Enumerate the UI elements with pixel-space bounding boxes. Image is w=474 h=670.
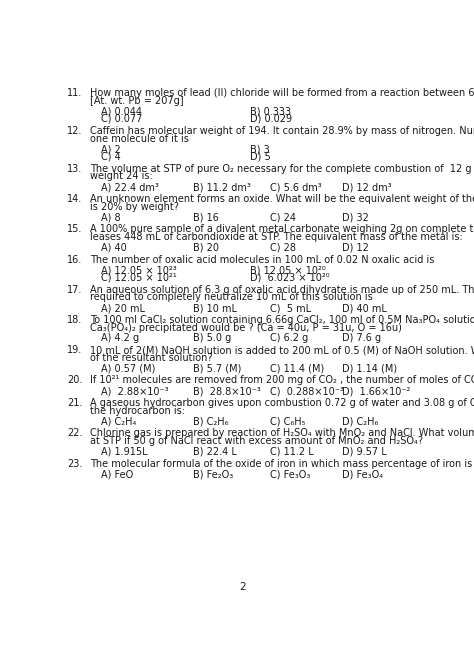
Text: C) Fe₃O₃: C) Fe₃O₃ [271,469,311,479]
Text: weight 24 is:: weight 24 is: [91,172,153,182]
Text: C) C₆H₅: C) C₆H₅ [271,416,306,426]
Text: A) 0.044: A) 0.044 [101,106,143,116]
Text: B) 11.2 dm³: B) 11.2 dm³ [193,182,251,192]
Text: B) Fe₂O₃: B) Fe₂O₃ [193,469,234,479]
Text: D) Fe₃O₄: D) Fe₃O₄ [342,469,383,479]
Text: B) 16: B) 16 [193,212,219,222]
Text: To 100 ml CaCl₂ solution containing 6.66g CaCl₂, 100 ml of 0.5M Na₃PO₄ solution : To 100 ml CaCl₂ solution containing 6.66… [91,315,474,325]
Text: A) 20 mL: A) 20 mL [101,303,146,313]
Text: A) 1.915L: A) 1.915L [101,446,148,456]
Text: Caffein has molecular weight of 194. It contain 28.9% by mass of nitrogen. Numbe: Caffein has molecular weight of 194. It … [91,126,474,136]
Text: [At. wt. Pb = 207g]: [At. wt. Pb = 207g] [91,96,184,106]
Text: A) 22.4 dm³: A) 22.4 dm³ [101,182,159,192]
Text: How many moles of lead (II) chloride will be formed from a reaction between 6.5g: How many moles of lead (II) chloride wil… [91,88,474,98]
Text: 21.: 21. [67,398,82,408]
Text: D) 9.57 L: D) 9.57 L [342,446,387,456]
Text: 2: 2 [240,582,246,592]
Text: at STP if 50 g of NaCl react with excess amount of MnO₂ and H₂SO₄?: at STP if 50 g of NaCl react with excess… [91,436,423,446]
Text: D) C₂H₆: D) C₂H₆ [342,416,378,426]
Text: of the resultant solution?: of the resultant solution? [91,353,213,362]
Text: B) 20: B) 20 [193,243,219,253]
Text: An aqueous solution of 6.3 g of oxalic acid dihydrate is made up of 250 mL. The : An aqueous solution of 6.3 g of oxalic a… [91,285,474,295]
Text: 15.: 15. [67,224,82,234]
Text: 20.: 20. [67,375,82,385]
Text: A) 4.2 g: A) 4.2 g [101,333,140,343]
Text: A) 0.57 (M): A) 0.57 (M) [101,363,156,373]
Text: A gaseous hydrocarbon gives upon combustion 0.72 g of water and 3.08 g of CO₂. T: A gaseous hydrocarbon gives upon combust… [91,398,474,408]
Text: 11.: 11. [67,88,82,98]
Text: 16.: 16. [67,255,82,265]
Text: 23.: 23. [67,458,82,468]
Text: The volume at STP of pure O₂ necessary for the complete combustion of  12 g of m: The volume at STP of pure O₂ necessary f… [91,164,474,174]
Text: Ca₃(PO₄)₂ precipitated would be ? (Ca = 40u, P = 31u, O = 16u): Ca₃(PO₄)₂ precipitated would be ? (Ca = … [91,323,402,332]
Text: D) 0.029: D) 0.029 [250,114,292,124]
Text: leases 448 mL of carbondioxide at STP. The equivalent mass of the metal is:: leases 448 mL of carbondioxide at STP. T… [91,232,463,242]
Text: is 20% by weight?: is 20% by weight? [91,202,179,212]
Text: A) 8: A) 8 [101,212,121,222]
Text: 19.: 19. [67,345,82,355]
Text: 14.: 14. [67,194,82,204]
Text: 12.: 12. [67,126,82,136]
Text: D) 32: D) 32 [342,212,369,222]
Text: A) FeO: A) FeO [101,469,134,479]
Text: 18.: 18. [67,315,82,325]
Text: B)  28.8×10⁻³: B) 28.8×10⁻³ [193,386,261,396]
Text: one molecule of it is: one molecule of it is [91,133,189,143]
Text: C) 0.077: C) 0.077 [101,114,143,124]
Text: 13.: 13. [67,164,82,174]
Text: D)  6.023 × 10²⁰: D) 6.023 × 10²⁰ [250,273,330,283]
Text: D) 7.6 g: D) 7.6 g [342,333,381,343]
Text: An unknown element forms an oxide. What will be the equivalent weight of the ele: An unknown element forms an oxide. What … [91,194,474,204]
Text: C) 5.6 dm³: C) 5.6 dm³ [271,182,322,192]
Text: C) 11.2 L: C) 11.2 L [271,446,314,456]
Text: B) 12.05 × 10²⁰: B) 12.05 × 10²⁰ [250,265,326,275]
Text: C) 11.4 (M): C) 11.4 (M) [271,363,325,373]
Text: C) 28: C) 28 [271,243,296,253]
Text: D) 40 mL: D) 40 mL [342,303,387,313]
Text: A) C₂H₄: A) C₂H₄ [101,416,137,426]
Text: A 100% pure sample of a divalent metal carbonate weighing 2g on complete thermal: A 100% pure sample of a divalent metal c… [91,224,474,234]
Text: D) 12: D) 12 [342,243,369,253]
Text: B) 10 mL: B) 10 mL [193,303,237,313]
Text: 10 mL of 2(M) NaOH solution is added to 200 mL of 0.5 (M) of NaOH solution. What: 10 mL of 2(M) NaOH solution is added to … [91,345,474,355]
Text: D) 5: D) 5 [250,152,271,162]
Text: B) 5.7 (M): B) 5.7 (M) [193,363,242,373]
Text: If 10²¹ molecules are removed from 200 mg of CO₂ , the number of moles of CO₂ le: If 10²¹ molecules are removed from 200 m… [91,375,474,385]
Text: B) 3: B) 3 [250,144,270,154]
Text: C) 6.2 g: C) 6.2 g [271,333,309,343]
Text: B) 0.333: B) 0.333 [250,106,292,116]
Text: A)  2.88×10⁻³: A) 2.88×10⁻³ [101,386,169,396]
Text: D) 12 dm³: D) 12 dm³ [342,182,392,192]
Text: 17.: 17. [67,285,82,295]
Text: The molecular formula of the oxide of iron in which mass percentage of iron is  : The molecular formula of the oxide of ir… [91,458,474,468]
Text: B) 22.4 L: B) 22.4 L [193,446,237,456]
Text: The number of oxalic acid molecules in 100 mL of 0.02 N oxalic acid is: The number of oxalic acid molecules in 1… [91,255,435,265]
Text: A) 40: A) 40 [101,243,127,253]
Text: 22.: 22. [67,428,83,438]
Text: B) 5.0 g: B) 5.0 g [193,333,232,343]
Text: C)  5 mL: C) 5 mL [271,303,311,313]
Text: A) 2: A) 2 [101,144,121,154]
Text: D)  1.66×10⁻²: D) 1.66×10⁻² [342,386,410,396]
Text: C)  0.288×10⁻³: C) 0.288×10⁻³ [271,386,344,396]
Text: the hydrocarbon is:: the hydrocarbon is: [91,405,185,415]
Text: B) C₂H₆: B) C₂H₆ [193,416,229,426]
Text: Chlorine gas is prepared by reaction of H₂SO₄ with MnO₂ and NaCl. What volume of: Chlorine gas is prepared by reaction of … [91,428,474,438]
Text: A) 12.05 × 10²³: A) 12.05 × 10²³ [101,265,177,275]
Text: C) 12.05 × 10²¹: C) 12.05 × 10²¹ [101,273,177,283]
Text: C) 4: C) 4 [101,152,121,162]
Text: required to completely neutralize 10 mL of this solution is: required to completely neutralize 10 mL … [91,292,373,302]
Text: C) 24: C) 24 [271,212,296,222]
Text: D) 1.14 (M): D) 1.14 (M) [342,363,397,373]
